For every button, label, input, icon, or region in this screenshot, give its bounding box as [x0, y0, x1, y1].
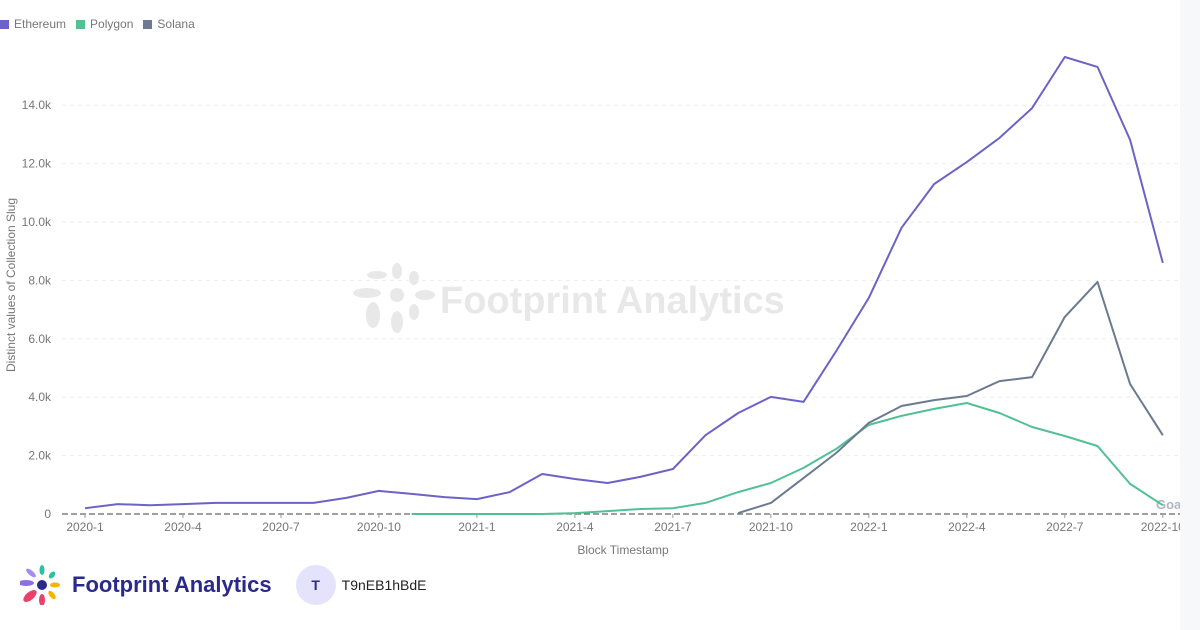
- y-tick-label: 2.0k: [28, 449, 52, 463]
- x-tick-label: 2022-1: [850, 520, 888, 534]
- x-tick-label: 2022-10: [1141, 520, 1185, 534]
- legend-label: Ethereum: [14, 17, 67, 31]
- username[interactable]: T9nEB1hBdE: [341, 577, 427, 593]
- x-tick-label: 2021-10: [749, 520, 793, 534]
- x-tick-label: 2022-7: [1046, 520, 1084, 534]
- watermark-logo-icon: [353, 263, 435, 333]
- legend-item-polygon[interactable]: Polygon: [76, 17, 133, 31]
- footer: Footprint Analytics T T9nEB1hBdE: [20, 565, 426, 605]
- x-tick-label: 2020-7: [262, 520, 300, 534]
- legend-label: Solana: [157, 17, 195, 31]
- x-axis-label: Block Timestamp: [577, 543, 669, 557]
- watermark: Footprint Analytics: [353, 263, 785, 333]
- legend-item-ethereum[interactable]: Ethereum: [0, 17, 66, 31]
- x-tick-label: 2020-1: [66, 520, 104, 534]
- legend-label: Polygon: [90, 17, 134, 31]
- y-tick-label: 12.0k: [22, 157, 52, 171]
- series-line-ethereum: [84, 56, 1164, 510]
- y-tick-label: 14.0k: [22, 98, 52, 112]
- y-tick-label: 0: [44, 507, 51, 521]
- y-tick-label: 6.0k: [28, 332, 52, 346]
- footprint-logo-icon: [20, 565, 60, 605]
- goal-label: Goal: [1156, 497, 1185, 512]
- line-chart: Footprint Analytics 0 2.0k 4.0k 6.0k 8.0k 10.0…: [4, 56, 1185, 557]
- brand-name: Footprint Analytics: [72, 572, 272, 597]
- legend-swatch: [76, 19, 86, 29]
- legend: Ethereum Polygon Solana: [0, 17, 195, 31]
- x-tick-label: 2022-4: [948, 520, 986, 534]
- avatar[interactable]: T: [295, 565, 336, 605]
- x-tick-label: 2021-1: [458, 520, 496, 534]
- legend-swatch: [143, 19, 153, 29]
- y-axis-label: Distinct values of Collection Slug: [4, 198, 18, 372]
- x-tick-label: 2020-4: [164, 520, 202, 534]
- y-tick-label: 8.0k: [28, 273, 52, 287]
- x-tick-label: 2021-4: [556, 520, 594, 534]
- legend-item-solana[interactable]: Solana: [143, 17, 195, 31]
- scrollbar-strip[interactable]: [1180, 0, 1200, 630]
- y-tick-label: 4.0k: [28, 390, 52, 404]
- legend-swatch: [0, 19, 9, 29]
- series-line-solana: [737, 280, 1164, 515]
- series-line-polygon: [411, 402, 1164, 515]
- watermark-text: Footprint Analytics: [440, 280, 785, 322]
- y-tick-label: 10.0k: [22, 215, 52, 229]
- x-tick-label: 2020-10: [357, 520, 401, 534]
- x-tick-label: 2021-7: [654, 520, 692, 534]
